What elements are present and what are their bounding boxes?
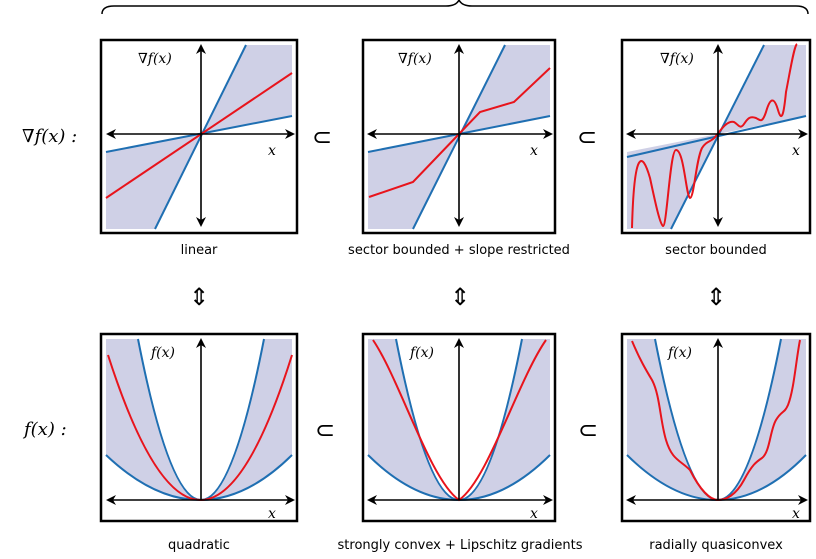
panel-sector-slope: ∇f(x) x	[361, 38, 557, 235]
gradient-curve	[631, 43, 798, 229]
subset-symbol: ⊂	[315, 416, 335, 444]
y-axis-label: f(x)	[667, 345, 692, 361]
x-axis-label: x	[530, 506, 538, 522]
function-curve	[631, 339, 801, 502]
subset-symbol: ⊂	[578, 416, 598, 444]
subset-symbol: ⊂	[312, 123, 332, 151]
caption-linear: linear	[181, 243, 218, 258]
gradient-curve	[105, 72, 293, 199]
equivalence-arrow: ⇕	[706, 283, 726, 311]
panel-strongly-convex: f(x) x	[361, 332, 557, 523]
equivalence-arrow: ⇕	[189, 283, 209, 311]
sector-fill	[368, 45, 550, 229]
x-axis-label: x	[792, 506, 800, 522]
row-label-gradient: ∇f(x) :	[22, 126, 77, 147]
subset-symbol: ⊂	[577, 123, 597, 151]
caption-quadratic: quadratic	[168, 538, 230, 553]
x-axis-label: x	[530, 143, 538, 159]
panel-radially-quasiconvex: f(x) x	[620, 332, 812, 523]
caption-strongly-convex: strongly convex + Lipschitz gradients	[338, 538, 583, 553]
caption-radially-quasiconvex: radially quasiconvex	[649, 538, 783, 553]
y-axis-label: ∇f(x)	[138, 51, 172, 67]
panel-linear: ∇f(x) x	[99, 38, 299, 235]
y-axis-label: ∇f(x)	[660, 51, 694, 67]
caption-sector: sector bounded	[665, 243, 767, 258]
bound-fill	[627, 339, 806, 500]
panel-quadratic: f(x) x	[99, 332, 299, 523]
row-label-function: f(x) :	[22, 419, 67, 440]
y-axis-label: f(x)	[150, 345, 175, 361]
x-axis-label: x	[792, 143, 800, 159]
y-axis-label: f(x)	[409, 345, 434, 361]
x-axis-label: x	[268, 143, 276, 159]
caption-sector-slope: sector bounded + slope restricted	[348, 243, 570, 258]
gradient-curve	[368, 67, 551, 198]
panel-sector: ∇f(x) x	[620, 38, 812, 235]
sector-fill	[106, 45, 292, 229]
y-axis-label: ∇f(x)	[398, 51, 432, 67]
x-axis-label: x	[268, 506, 276, 522]
equivalence-arrow: ⇕	[450, 283, 470, 311]
bound-fill	[368, 339, 550, 500]
top-brace	[101, 0, 809, 15]
